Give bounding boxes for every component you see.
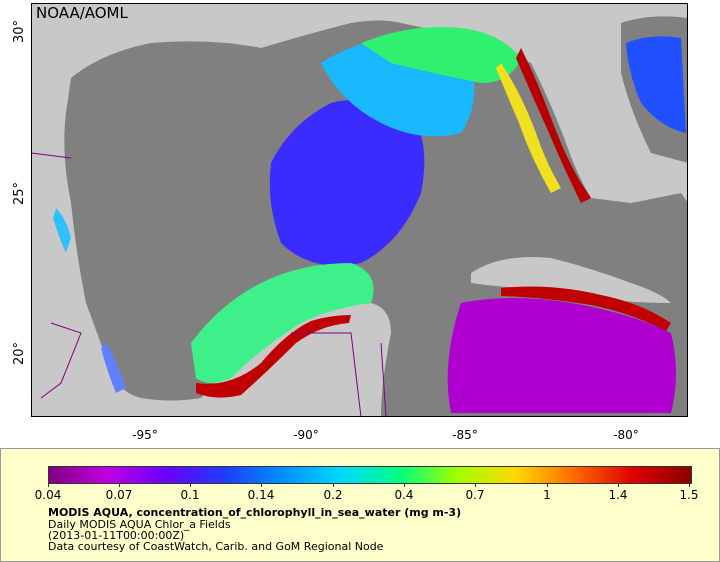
- florida-land: [531, 23, 622, 193]
- cb-label: 1: [543, 488, 551, 502]
- cb-tick: [333, 483, 334, 487]
- map-canvas: [31, 3, 688, 417]
- lat-label-20: 20°: [12, 341, 27, 365]
- cb-label: 1.4: [608, 488, 628, 502]
- chl-mixed-mexico: [101, 343, 126, 393]
- chl-red-florida-coast: [516, 48, 591, 203]
- state-border-3: [291, 332, 362, 417]
- cb-label: 0.14: [247, 488, 275, 502]
- state-border-4: [380, 342, 387, 417]
- cb-label: 0.04: [34, 488, 62, 502]
- cb-tick: [48, 483, 49, 487]
- cb-label: 1.5: [679, 488, 699, 502]
- lat-label-30: 30°: [12, 19, 27, 43]
- lon-label-95: -95°: [132, 428, 158, 442]
- lon-label-90: -90°: [293, 428, 319, 442]
- cb-label: 0.4: [394, 488, 414, 502]
- yucatan-land: [261, 303, 391, 417]
- chl-green-north: [361, 27, 521, 83]
- lon-label-85: -85°: [452, 428, 478, 442]
- chl-blue-atlantic: [626, 36, 686, 134]
- cb-tick: [261, 483, 262, 487]
- colorbar: [48, 466, 692, 484]
- agency-label: NOAA/AOML: [36, 4, 128, 22]
- caption-date: (2013-01-11T00:00:00Z): [48, 529, 185, 542]
- cb-tick: [618, 483, 619, 487]
- cb-tick: [547, 483, 548, 487]
- cb-tick: [689, 483, 690, 487]
- cb-tick: [404, 483, 405, 487]
- cb-tick: [190, 483, 191, 487]
- cb-label: 0.07: [105, 488, 133, 502]
- cb-tick: [475, 483, 476, 487]
- state-border: [31, 152, 72, 159]
- chlorophyll-map: [31, 3, 688, 417]
- lat-label-25: 25°: [12, 181, 27, 205]
- caption-title: MODIS AQUA, concentration_of_chlorophyll…: [48, 506, 462, 519]
- chl-red-yucatan-coast: [196, 315, 351, 398]
- chl-magenta-cuba: [447, 298, 676, 413]
- chl-yellow-florida: [496, 63, 561, 193]
- map-frame: [31, 3, 688, 417]
- lon-label-80: -80°: [613, 428, 639, 442]
- chl-red-cuba-coast: [501, 286, 671, 331]
- cb-label: 0.1: [180, 488, 200, 502]
- state-border-2: [40, 322, 82, 399]
- caption-credit: Data courtesy of CoastWatch, Carib. and …: [48, 540, 384, 553]
- chl-green-yucatan: [191, 263, 374, 383]
- cb-label: 0.7: [465, 488, 485, 502]
- caption-subtitle: Daily MODIS AQUA Chlor_a Fields: [48, 518, 231, 531]
- cb-tick: [119, 483, 120, 487]
- chl-blue-central: [269, 99, 425, 266]
- legend-panel: 0.04 0.07 0.1 0.14 0.2 0.4 0.7 1 1.4 1.5…: [0, 448, 720, 562]
- cuba-land: [471, 257, 671, 303]
- chl-mixed-texas: [53, 208, 71, 253]
- cb-label: 0.2: [323, 488, 343, 502]
